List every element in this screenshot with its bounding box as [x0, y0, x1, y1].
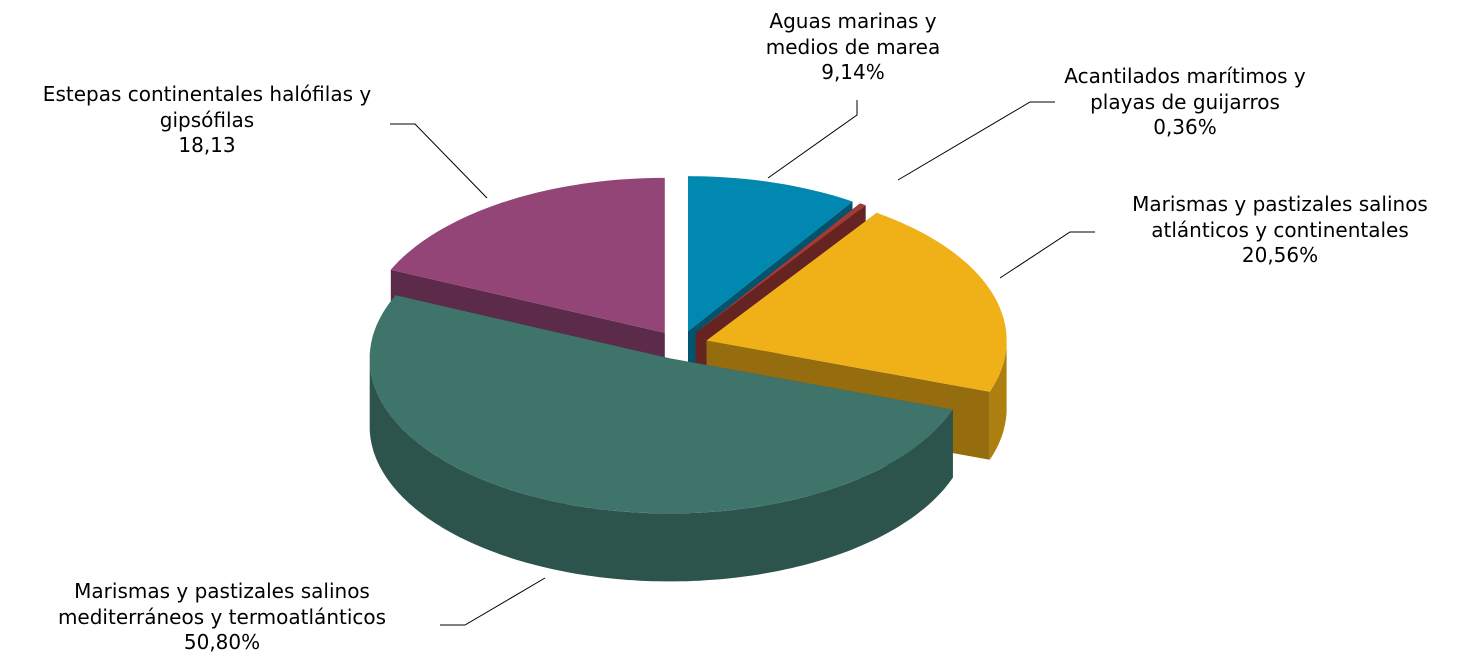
value-label: 18,13 — [178, 133, 236, 157]
slices — [369, 176, 1007, 582]
leader-line — [390, 123, 488, 199]
slice-edge — [989, 340, 1007, 460]
value-label: 9,14% — [821, 60, 885, 84]
value-label: 50,80% — [183, 630, 261, 654]
slice — [369, 295, 953, 514]
leader-line — [897, 101, 1055, 181]
slice — [390, 177, 665, 333]
leader-line — [440, 577, 546, 626]
value-label: 0,36% — [1153, 115, 1217, 139]
slice — [706, 212, 1007, 392]
category-label: Estepas continentales halófilas y gipsóf… — [42, 82, 372, 132]
slice-label: Aguas marinas y medios de marea 9,14% — [766, 9, 941, 86]
category-label: Acantilados marítimos y playas de guijar… — [1064, 64, 1306, 114]
slice-label: Marismas y pastizales salinos mediterrán… — [58, 579, 386, 656]
category-label: Marismas y pastizales salinos atlánticos… — [1132, 192, 1428, 242]
slice-label: Estepas continentales halófilas y gipsóf… — [43, 82, 371, 159]
slice-label: Marismas y pastizales salinos atlánticos… — [1132, 192, 1428, 269]
leader-line — [767, 100, 858, 179]
value-label: 20,56% — [1241, 243, 1319, 267]
leader-line — [999, 231, 1095, 279]
category-label: Aguas marinas y medios de marea — [765, 9, 941, 59]
slice — [695, 203, 866, 333]
category-label: Marismas y pastizales salinos mediterrán… — [57, 579, 387, 629]
slice — [688, 176, 853, 332]
slice-label: Acantilados marítimos y playas de guijar… — [1064, 64, 1305, 141]
slice-edge — [369, 358, 953, 582]
